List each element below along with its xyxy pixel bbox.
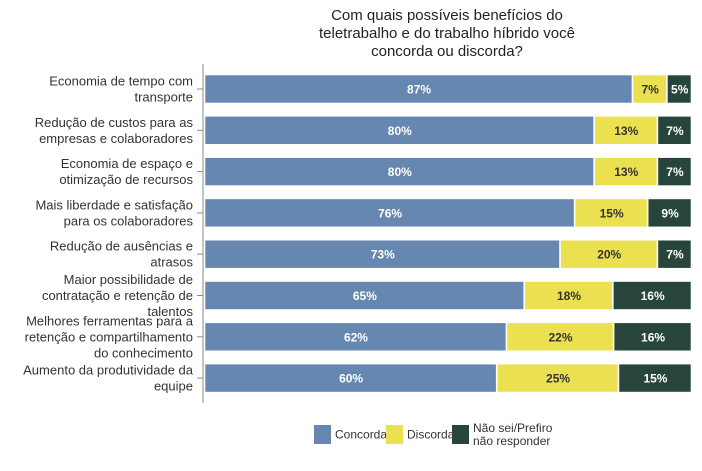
bar-segment-nao-sei: [612, 281, 692, 310]
category-label-line: retenção e compartilhamento: [25, 329, 193, 344]
data-label: 15%: [643, 372, 667, 386]
bar-segment-nao-sei: [657, 157, 692, 186]
legend: Concorda Discorda Não sei/Prefiro não respo…: [314, 421, 553, 448]
category-label-line: atrasos: [150, 255, 193, 270]
bar-segment-discorda: [594, 157, 658, 186]
data-label: 20%: [597, 248, 621, 262]
bar-segment-concorda: [204, 363, 497, 393]
chart-title-line: Com quais possíveis benefícios do: [331, 7, 563, 24]
bar-segment-discorda: [524, 281, 613, 310]
category-label: Economia de espaço e otimização de recurs…: [59, 156, 193, 187]
bar-segment-concorda: [204, 198, 575, 228]
data-label: 25%: [546, 372, 570, 386]
legend-item: Discorda: [386, 425, 455, 444]
category-label-line: Redução de custos para as: [35, 115, 194, 130]
legend-label-line: não responder: [473, 434, 550, 448]
data-label: 7%: [666, 248, 684, 262]
category-label-line: contratação e retenção de: [42, 288, 193, 303]
data-label: 7%: [666, 124, 684, 138]
data-label: 65%: [353, 289, 377, 303]
data-label: 16%: [641, 289, 665, 303]
legend-label-line: Não sei/Prefiro: [473, 421, 553, 435]
category-label: Economia de tempo com transporte: [49, 74, 193, 105]
chart-title: Com quais possíveis benefícios doteletra…: [319, 7, 575, 60]
data-label: 62%: [344, 330, 368, 344]
legend-label: Discorda: [407, 428, 455, 442]
bar-segment-discorda: [594, 116, 658, 145]
y-axis-ticks: [197, 88, 203, 379]
chart-title-line: teletrabalho e do trabalho híbrido você: [319, 25, 575, 42]
bar-segment-discorda: [506, 322, 614, 352]
legend-label: Não sei/Prefiro não responder: [473, 421, 553, 448]
data-label: 15%: [600, 206, 624, 220]
legend-label: Concorda: [335, 428, 387, 442]
category-label-line: Aumento da produtividade da: [23, 363, 194, 378]
data-label: 87%: [407, 83, 431, 97]
bar-segment-concorda: [204, 74, 633, 104]
category-label-line: Maior possibilidade de: [64, 272, 193, 287]
data-label: 9%: [661, 206, 679, 220]
category-label-line: equipe: [154, 379, 193, 394]
chart-title-line: concorda ou discorda?: [371, 43, 523, 60]
category-labels: Economia de tempo com transporte Redução d…: [23, 74, 194, 394]
category-label: Redução de custos para as empresas e cola…: [35, 115, 194, 146]
bar-segment-concorda: [204, 322, 507, 352]
bar-segment-concorda: [204, 239, 560, 269]
data-label: 60%: [339, 372, 363, 386]
legend-swatch: [386, 425, 403, 444]
data-label: 73%: [371, 248, 395, 262]
category-label: Redução de ausências e atrasos: [50, 239, 194, 270]
bar-segment-nao-sei: [647, 198, 692, 228]
bar-segment-discorda: [574, 198, 648, 228]
data-label: 80%: [388, 165, 412, 179]
category-label-line: transporte: [134, 90, 193, 105]
category-label: Mais liberdade e satisfação para os colab…: [35, 197, 193, 228]
category-label-line: Redução de ausências e: [50, 239, 193, 254]
category-label-line: do conhecimento: [94, 345, 193, 360]
data-label: 80%: [388, 124, 412, 138]
category-label-line: Melhores ferramentas para a: [26, 313, 194, 328]
category-label-line: talentos: [147, 304, 193, 319]
data-label: 7%: [666, 165, 684, 179]
legend-label-line: Concorda: [335, 428, 387, 442]
data-label: 5%: [671, 83, 689, 97]
bar-segment-discorda: [496, 363, 619, 393]
data-label: 7%: [642, 83, 660, 97]
category-label-line: Mais liberdade e satisfação: [35, 197, 193, 212]
value-labels: 87% 7% 5% 80% 13% 7% 80% 13% 7% 76% 15% 9% 73% 20% 7% 6…: [339, 83, 689, 386]
category-label: Melhores ferramentas para a retenção e co…: [25, 313, 194, 360]
bar-segment-discorda: [560, 239, 658, 269]
bar-segment-concorda: [204, 116, 594, 145]
bar-segment-concorda: [204, 281, 525, 310]
legend-item: Não sei/Prefiro não responder: [452, 421, 553, 448]
bar-segment-concorda: [204, 157, 594, 186]
category-label-line: para os colaboradores: [64, 213, 194, 228]
data-label: 76%: [378, 206, 402, 220]
category-label: Aumento da produtividade da equipe: [23, 363, 194, 394]
bar-segment-nao-sei: [667, 74, 692, 104]
legend-label-line: Discorda: [407, 428, 455, 442]
category-label-line: otimização de recursos: [59, 172, 193, 187]
category-label-line: Economia de tempo com: [49, 74, 193, 89]
data-label: 22%: [548, 330, 572, 344]
bars: [204, 74, 692, 393]
bar-segment-nao-sei: [613, 322, 692, 352]
legend-swatch: [314, 425, 331, 444]
category-label-line: empresas e colaboradores: [39, 131, 193, 146]
legend-item: Concorda: [314, 425, 387, 444]
bar-segment-discorda: [632, 74, 667, 104]
category-label: Maior possibilidade de contratação e rete…: [42, 272, 194, 319]
category-label-line: Economia de espaço e: [61, 156, 193, 171]
data-label: 13%: [614, 124, 638, 138]
bar-segment-nao-sei: [657, 239, 692, 269]
data-label: 13%: [614, 165, 638, 179]
data-label: 16%: [641, 330, 665, 344]
bar-segment-nao-sei: [618, 363, 692, 393]
data-label: 18%: [557, 289, 581, 303]
bar-segment-nao-sei: [657, 116, 692, 145]
legend-swatch: [452, 425, 469, 444]
